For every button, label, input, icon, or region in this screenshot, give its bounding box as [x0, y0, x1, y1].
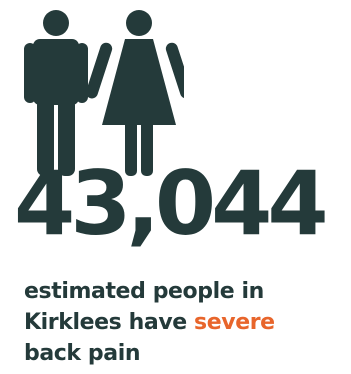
people-figures [24, 10, 184, 176]
caption-line-2-prefix: Kirklees have [24, 310, 195, 335]
caption-line-1: estimated people in [24, 279, 264, 304]
caption-text: estimated people in Kirklees have severe… [24, 276, 344, 369]
caption-line-3: back pain [24, 341, 141, 366]
severity-highlight: severe [194, 310, 275, 335]
female-figure-icon [85, 10, 184, 176]
caption-line-2: Kirklees have severe [24, 307, 344, 338]
people-count: 43,044 [14, 152, 329, 255]
male-figure-icon [24, 10, 88, 176]
